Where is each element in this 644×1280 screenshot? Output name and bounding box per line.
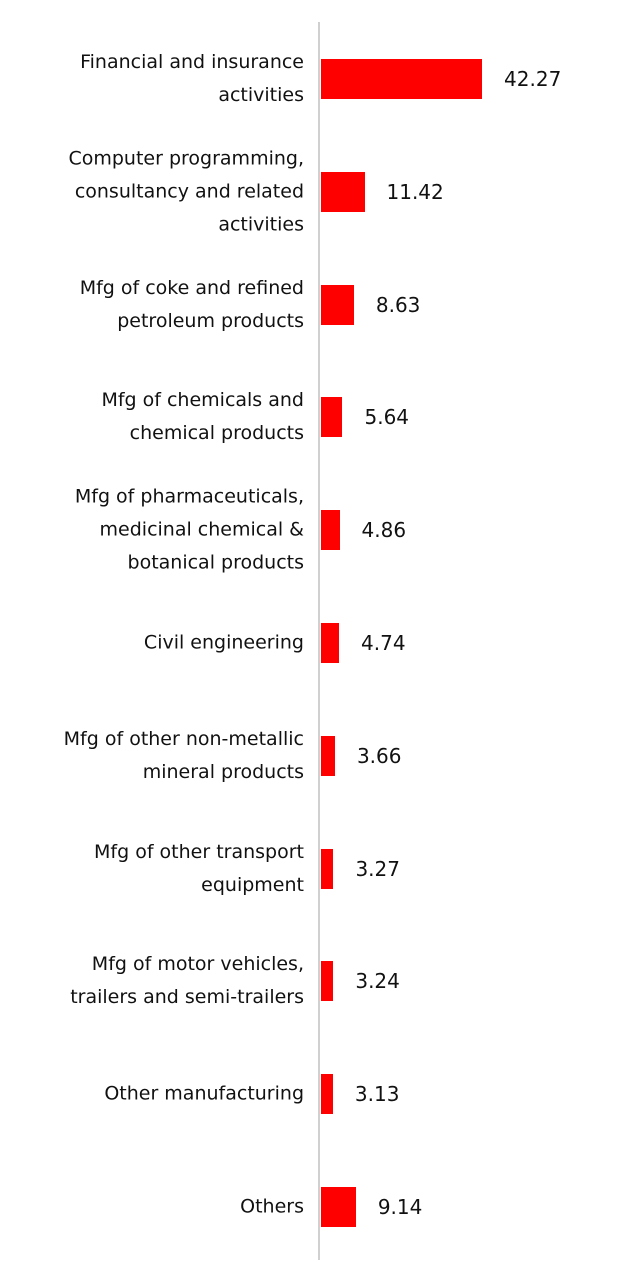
value-label: 3.24 xyxy=(355,969,400,994)
value-label: 5.64 xyxy=(364,405,410,430)
bar xyxy=(321,510,340,551)
value-label: 3.27 xyxy=(355,856,400,881)
category-label: Civil engineering xyxy=(143,631,304,654)
bar xyxy=(321,171,365,212)
category-label: Computer programming, consultancy and re… xyxy=(68,147,304,236)
bar xyxy=(321,397,343,438)
bar xyxy=(321,623,340,663)
category-label: Other manufacturing xyxy=(104,1082,304,1105)
bar xyxy=(321,1187,356,1227)
bar xyxy=(321,284,354,325)
category-label: Mfg of coke and refined petroleum produc… xyxy=(79,276,304,332)
bar xyxy=(321,59,483,99)
category-label: Others xyxy=(240,1195,304,1218)
category-label: Mfg of pharmaceuticals, medicinal chemic… xyxy=(74,485,304,574)
bar xyxy=(321,735,335,776)
category-label: Financial and insurance activities xyxy=(80,51,304,106)
value-label: 11.42 xyxy=(386,179,444,204)
value-label: 3.13 xyxy=(354,1082,400,1107)
category-label: Mfg of other transport equipment xyxy=(94,840,304,896)
value-label: 42.27 xyxy=(504,67,562,91)
bar xyxy=(321,1074,333,1115)
value-label: 3.66 xyxy=(356,743,402,768)
axis-line xyxy=(318,22,320,1260)
category-label: Mfg of motor vehicles, trailers and semi… xyxy=(70,953,304,1009)
bar xyxy=(321,848,334,889)
category-label: Mfg of other non-metallic mineral produc… xyxy=(63,727,304,783)
value-label: 9.14 xyxy=(377,1195,423,1219)
category-label: Mfg of chemicals and chemical products xyxy=(101,389,304,445)
value-label: 8.63 xyxy=(375,292,421,317)
bar xyxy=(321,961,334,1002)
value-label: 4.74 xyxy=(361,631,406,655)
value-label: 4.86 xyxy=(361,518,407,543)
